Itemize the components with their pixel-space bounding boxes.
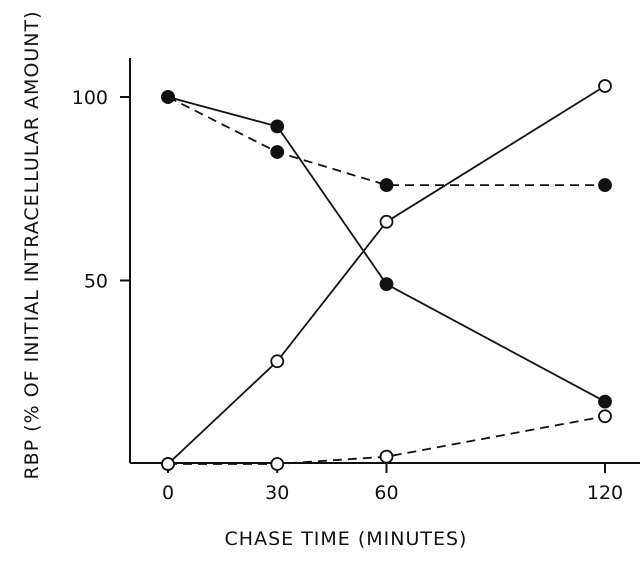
series-2-line: [167, 96, 605, 187]
series-3-line: [167, 85, 606, 465]
series-4-point: [270, 457, 285, 471]
series-2-point: [161, 90, 175, 104]
series-1-point: [379, 277, 394, 292]
series-2-point: [379, 178, 394, 192]
series-3-point: [379, 214, 394, 229]
series-1-point: [598, 394, 612, 409]
x-tick-label: 0: [162, 482, 174, 504]
x-axis-title: CHASE TIME (MINUTES): [225, 528, 468, 550]
ticks: 0 30 60 120 50 100: [72, 87, 623, 504]
y-tick-label: 100: [72, 87, 108, 109]
y-axis-title: RBP (% OF INITIAL INTRACELLULAR AMOUNT): [21, 10, 43, 479]
series-3-point: [598, 79, 612, 93]
series-1-point: [270, 119, 285, 134]
markers: [161, 79, 612, 471]
x-tick-label: 120: [587, 482, 623, 504]
series-lines: [167, 85, 606, 465]
series-4-point: [161, 457, 175, 471]
series-2-point: [598, 178, 612, 192]
series-4-point: [598, 409, 612, 424]
x-tick-label: 30: [265, 482, 289, 504]
series-2-point: [270, 145, 285, 159]
y-tick-label: 50: [84, 271, 108, 293]
series-1-line: [167, 96, 606, 403]
series-4-point: [379, 449, 394, 464]
x-tick-label: 60: [374, 482, 398, 504]
axes: [129, 58, 640, 464]
series-3-point: [270, 354, 285, 369]
